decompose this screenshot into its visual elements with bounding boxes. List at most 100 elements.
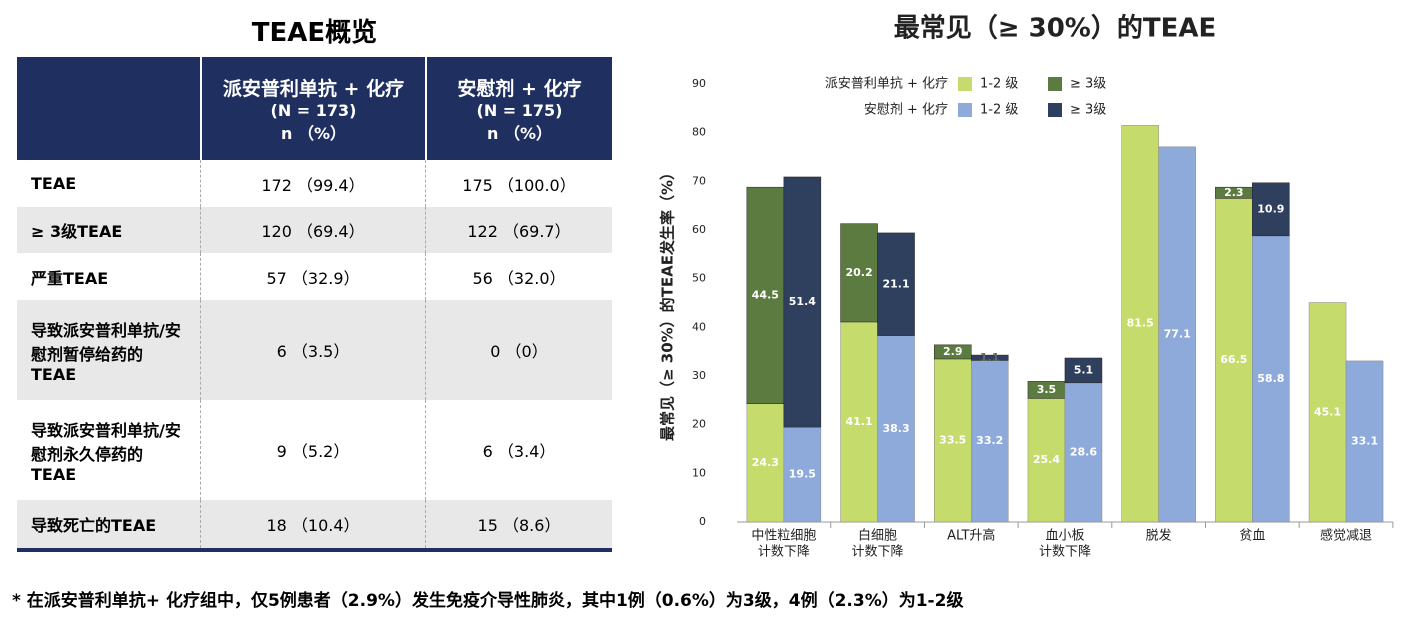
table-cell: 175 （100.0） xyxy=(425,160,612,207)
bar-segment xyxy=(746,403,785,523)
bar-segment xyxy=(783,176,822,428)
data-label: 25.4 xyxy=(1033,453,1060,466)
table: 派安普利单抗 + 化疗 (N = 173) n （%） 安慰剂 + 化疗 (N = 1… xyxy=(17,57,612,552)
data-label: 2.3 xyxy=(1224,186,1244,199)
table-cell: 172 （99.4） xyxy=(200,160,425,207)
bar-segment xyxy=(877,335,915,523)
x-tick-label: ALT升高 xyxy=(947,528,995,544)
table-cell: 0 （0） xyxy=(425,300,612,400)
table-title: TEAE概览 xyxy=(251,18,378,48)
table-cell: 导致派安普利单抗/安慰剂永久停药的TEAE xyxy=(31,420,181,484)
bar-segment xyxy=(1345,360,1384,523)
table-cell: 57 （32.9） xyxy=(200,253,425,300)
legend-label: 1-2 级 xyxy=(980,103,1018,118)
table-row: ≥ 3级TEAE 120 （69.4） 122 （69.7） xyxy=(17,207,612,253)
data-label: 1.1 xyxy=(980,351,1000,364)
bar-segment xyxy=(877,232,915,336)
table-body: TEAE 172 （99.4） 175 （100.0） ≥ 3级TEAE 120 （69… xyxy=(17,160,612,548)
y-axis-label: 最常见（≥ 30%）的TEAE发生率（%） xyxy=(659,165,677,441)
legend-swatch xyxy=(1048,77,1062,91)
bar-segment xyxy=(783,426,822,523)
table-row: 严重TEAE 57 （32.9） 56 （32.0） xyxy=(17,253,612,300)
data-label: 66.5 xyxy=(1220,353,1247,366)
table-cell: 6 （3.4） xyxy=(425,400,612,500)
data-label: 38.3 xyxy=(882,422,909,435)
data-label: 20.2 xyxy=(845,266,872,279)
header-cell: 安慰剂 + 化疗 (N = 175) n （%） xyxy=(425,57,612,160)
table-cell: TEAE xyxy=(31,174,77,193)
table-cell: 120 （69.4） xyxy=(200,207,425,253)
x-tick-label: 贫血 xyxy=(1239,528,1265,544)
x-tick-label: 感觉减退 xyxy=(1320,528,1372,544)
table-cell: 122 （69.7） xyxy=(425,207,612,253)
legend-swatch xyxy=(1048,103,1062,117)
y-tick-label: 80 xyxy=(692,126,706,139)
table-row: 导致派安普利单抗/安慰剂暂停给药的TEAE 6 （3.5） 0 （0） xyxy=(17,300,612,400)
table-row: 导致派安普利单抗/安慰剂永久停药的TEAE 9 （5.2） 6 （3.4） xyxy=(17,400,612,500)
bar-segment xyxy=(1064,357,1103,384)
data-label: 33.1 xyxy=(1351,434,1378,447)
y-tick-label: 70 xyxy=(692,174,706,187)
bar-segment xyxy=(1252,182,1290,237)
data-label: 45.1 xyxy=(1314,405,1341,418)
data-label: 21.1 xyxy=(882,277,909,290)
y-tick-label: 20 xyxy=(692,418,706,431)
data-label: 51.4 xyxy=(789,295,816,308)
x-tick-label: 计数下降 xyxy=(852,545,904,560)
legend-label: 1-2 级 xyxy=(980,77,1018,92)
x-tick-label: 计数下降 xyxy=(758,545,810,560)
data-label: 10.9 xyxy=(1257,202,1284,215)
data-label: 81.5 xyxy=(1127,317,1154,330)
data-label: 41.1 xyxy=(845,415,872,428)
legend-swatch xyxy=(958,103,972,117)
header-cell xyxy=(17,57,200,160)
chart-title: 最常见（≥ 30%）的TEAE xyxy=(894,13,1216,44)
x-tick-label: 计数下降 xyxy=(1039,545,1091,560)
header-text: n （%） xyxy=(281,123,346,143)
data-label: 24.3 xyxy=(752,456,779,469)
legend-label: ≥ 3级 xyxy=(1070,77,1106,92)
footnote: * 在派安普利单抗+ 化疗组中，仅5例患者（2.9%）发生免疫介导性肺炎，其中1… xyxy=(12,591,964,611)
table-row: 导致死亡的TEAE 18 （10.4） 15 （8.6） xyxy=(17,500,612,548)
bar-segment xyxy=(1252,235,1290,523)
legend-swatch xyxy=(958,77,972,91)
header-text: 安慰剂 + 化疗 xyxy=(457,77,582,100)
table-cell: 导致死亡的TEAE xyxy=(31,516,157,535)
data-label: 58.8 xyxy=(1257,372,1284,385)
header-text: (N = 173) xyxy=(270,100,357,120)
y-tick-label: 10 xyxy=(692,466,706,479)
x-tick-label: 血小板 xyxy=(1045,529,1084,544)
table-cell: 56 （32.0） xyxy=(425,253,612,300)
bar-segment xyxy=(1215,186,1253,199)
table-row: TEAE 172 （99.4） 175 （100.0） xyxy=(17,160,612,207)
bar-segment xyxy=(840,321,878,523)
data-label: 44.5 xyxy=(752,288,779,301)
bar-segment xyxy=(1308,302,1347,523)
y-tick-label: 90 xyxy=(692,77,706,90)
table-header: 派安普利单抗 + 化疗 (N = 173) n （%） 安慰剂 + 化疗 (N = 1… xyxy=(17,57,612,160)
data-label: 2.9 xyxy=(943,345,963,358)
header-cell: 派安普利单抗 + 化疗 (N = 173) n （%） xyxy=(200,57,425,160)
table-cell: 9 （5.2） xyxy=(200,400,425,500)
bar-segment xyxy=(1158,146,1196,523)
bar-segment xyxy=(1027,398,1066,523)
header-text: (N = 175) xyxy=(476,100,563,120)
table-cell: 严重TEAE xyxy=(31,268,109,288)
y-tick-label: 60 xyxy=(692,223,706,236)
bar-segment xyxy=(971,354,1009,361)
legend-label: ≥ 3级 xyxy=(1070,103,1106,118)
data-label: 28.6 xyxy=(1070,445,1097,458)
bar-segment xyxy=(1121,125,1159,523)
legend-group: 安慰剂 + 化疗 xyxy=(864,103,948,118)
header-text: 派安普利单抗 + 化疗 xyxy=(222,77,405,100)
y-tick-label: 0 xyxy=(699,515,706,528)
y-tick-label: 30 xyxy=(692,369,706,382)
y-tick-label: 40 xyxy=(692,320,706,333)
data-label: 33.5 xyxy=(939,433,966,446)
bar-segment xyxy=(1215,198,1253,523)
data-label: 19.5 xyxy=(789,468,816,481)
table-cell: 15 （8.6） xyxy=(425,500,612,548)
bar-segment xyxy=(746,186,785,404)
data-label: 77.1 xyxy=(1164,327,1191,340)
